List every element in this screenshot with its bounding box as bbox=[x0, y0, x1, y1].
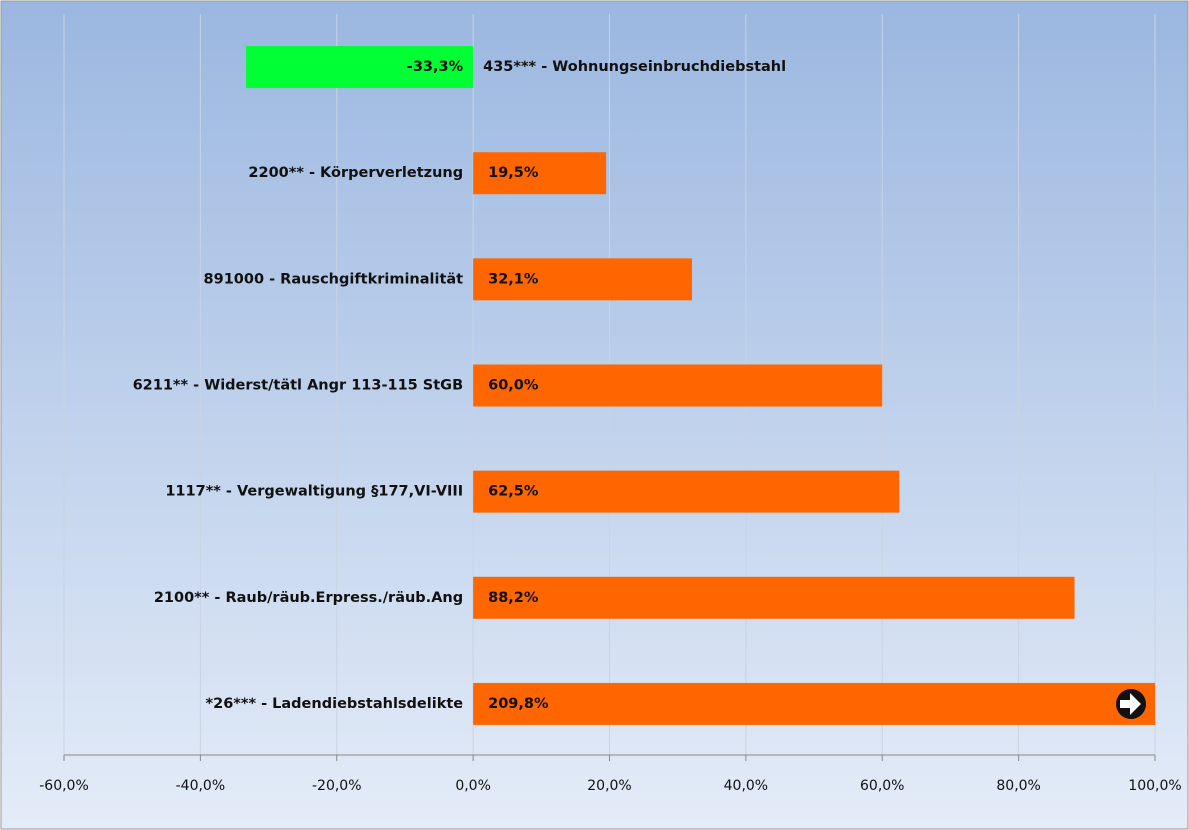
labels: -60,0% -40,0% -20,0% 0,0% 20,0% 40,0% 60,0% 80,… bbox=[39, 59, 1181, 794]
category-label: 891000 - Rauschgiftkriminalität bbox=[204, 271, 464, 287]
x-tick-label: 60,0% bbox=[860, 778, 904, 794]
value-label: 19,5% bbox=[488, 165, 539, 181]
x-tick-label: -40,0% bbox=[176, 778, 226, 794]
category-label: 6211** - Widerst/tätl Angr 113-115 StGB bbox=[133, 378, 464, 394]
overflow-arrow bbox=[1116, 689, 1146, 719]
category-label: 1117** - Vergewaltigung §177,VI-VIII bbox=[165, 484, 463, 500]
value-label: -33,3% bbox=[407, 59, 464, 75]
category-label: *26*** - Ladendiebstahlsdelikte bbox=[206, 696, 464, 712]
bar bbox=[473, 682, 1155, 725]
x-tick-label: -60,0% bbox=[39, 778, 89, 794]
value-label: 32,1% bbox=[488, 271, 539, 287]
x-tick-label: 40,0% bbox=[724, 778, 768, 794]
category-label: 2200** - Körperverletzung bbox=[248, 165, 463, 181]
bars bbox=[246, 46, 1155, 725]
value-label: 88,2% bbox=[488, 590, 539, 606]
bar bbox=[246, 46, 474, 89]
x-tick-label: -20,0% bbox=[312, 778, 362, 794]
value-label: 60,0% bbox=[488, 378, 539, 394]
value-label: 62,5% bbox=[488, 484, 539, 500]
bar bbox=[473, 152, 607, 195]
bar bbox=[473, 364, 883, 407]
category-label: 2100** - Raub/räub.Erpress./räub.Ang bbox=[154, 590, 463, 606]
bar bbox=[473, 576, 1075, 619]
x-tick-label: 100,0% bbox=[1128, 778, 1181, 794]
bar bbox=[473, 258, 693, 301]
bar bbox=[473, 470, 900, 513]
x-tick-label: 80,0% bbox=[996, 778, 1040, 794]
value-label: 209,8% bbox=[488, 696, 549, 712]
x-tick-label: 20,0% bbox=[587, 778, 631, 794]
x-tick-label: 0,0% bbox=[455, 778, 491, 794]
category-label: 435*** - Wohnungseinbruchdiebstahl bbox=[483, 59, 786, 75]
